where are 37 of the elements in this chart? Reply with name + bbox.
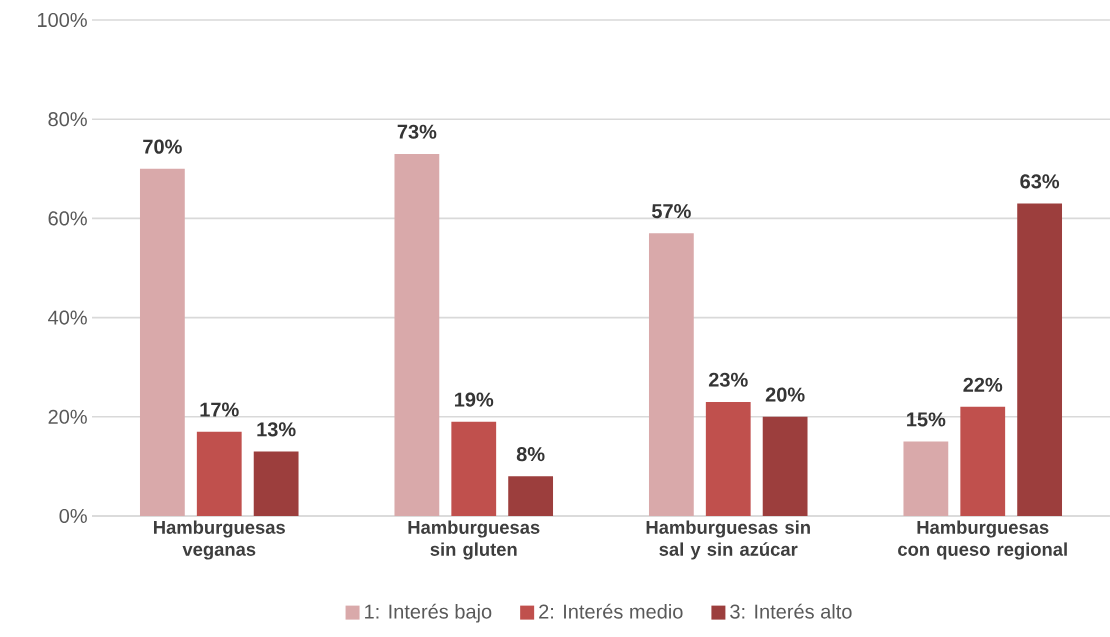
y-tick-label: 40% [48, 310, 87, 325]
data-label: 63% [1020, 174, 1060, 189]
bar [508, 476, 554, 516]
bar [705, 401, 751, 516]
bar [903, 441, 949, 516]
data-label: 70% [143, 139, 182, 154]
data-label: 57% [651, 204, 691, 219]
bar [1017, 203, 1063, 516]
x-tick-label: Hamburguesas sin sal y sin azúcar [646, 520, 810, 560]
bar [253, 451, 299, 516]
y-tick-label: 0% [59, 508, 87, 524]
y-tick-label: 20% [48, 409, 87, 424]
data-label: 17% [200, 402, 239, 417]
data-label: 73% [397, 124, 437, 139]
y-tick-label: 80% [48, 112, 87, 127]
legend-label: 2: Interés medio [539, 603, 683, 619]
x-tick-label: Hamburguesas con queso regional [898, 520, 1067, 560]
legend-label: 1: Interés bajo [365, 603, 492, 623]
bar [139, 168, 185, 516]
data-label: 19% [454, 392, 494, 407]
data-label: 13% [257, 422, 296, 437]
legend-label: 3: Interés alto [730, 603, 852, 619]
x-tick-label: Hamburguesas veganas [154, 520, 285, 560]
bar [960, 406, 1006, 516]
data-label: 23% [708, 372, 748, 387]
bar [451, 421, 497, 516]
bar [394, 153, 440, 516]
data-label: 15% [907, 412, 946, 427]
bar [648, 233, 694, 516]
data-label: 20% [765, 387, 805, 402]
y-tick-label: 100% [37, 12, 87, 28]
data-label: 22% [963, 377, 1003, 392]
bar [762, 416, 808, 516]
x-tick-label: Hamburguesas sin gluten [408, 520, 540, 560]
data-label: 8% [516, 447, 545, 462]
y-tick-label: 60% [48, 211, 87, 226]
bar [196, 431, 242, 516]
